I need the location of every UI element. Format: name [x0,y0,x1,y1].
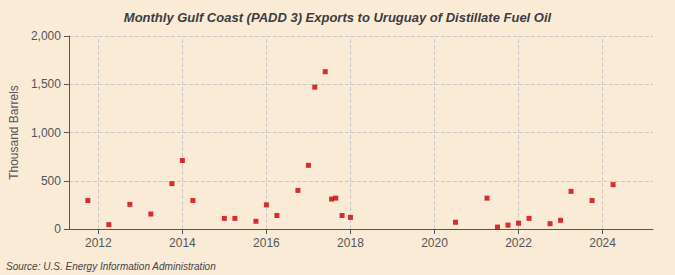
svg-text:2018: 2018 [337,236,364,250]
svg-text:2016: 2016 [253,236,280,250]
svg-text:Source: U.S. Energy Informatio: Source: U.S. Energy Information Administ… [6,261,216,272]
svg-text:1,500: 1,500 [31,77,61,91]
svg-text:1,000: 1,000 [31,126,61,140]
svg-text:2012: 2012 [85,236,112,250]
svg-text:Thousand Barrels: Thousand Barrels [7,85,21,180]
svg-text:0: 0 [54,222,61,236]
svg-text:2020: 2020 [421,236,448,250]
svg-text:2024: 2024 [589,236,616,250]
svg-text:2014: 2014 [169,236,196,250]
svg-text:Monthly Gulf Coast (PADD 3) Ex: Monthly Gulf Coast (PADD 3) Exports to U… [124,10,552,25]
svg-text:2,000: 2,000 [31,29,61,43]
svg-text:2022: 2022 [505,236,532,250]
svg-text:500: 500 [41,174,61,188]
